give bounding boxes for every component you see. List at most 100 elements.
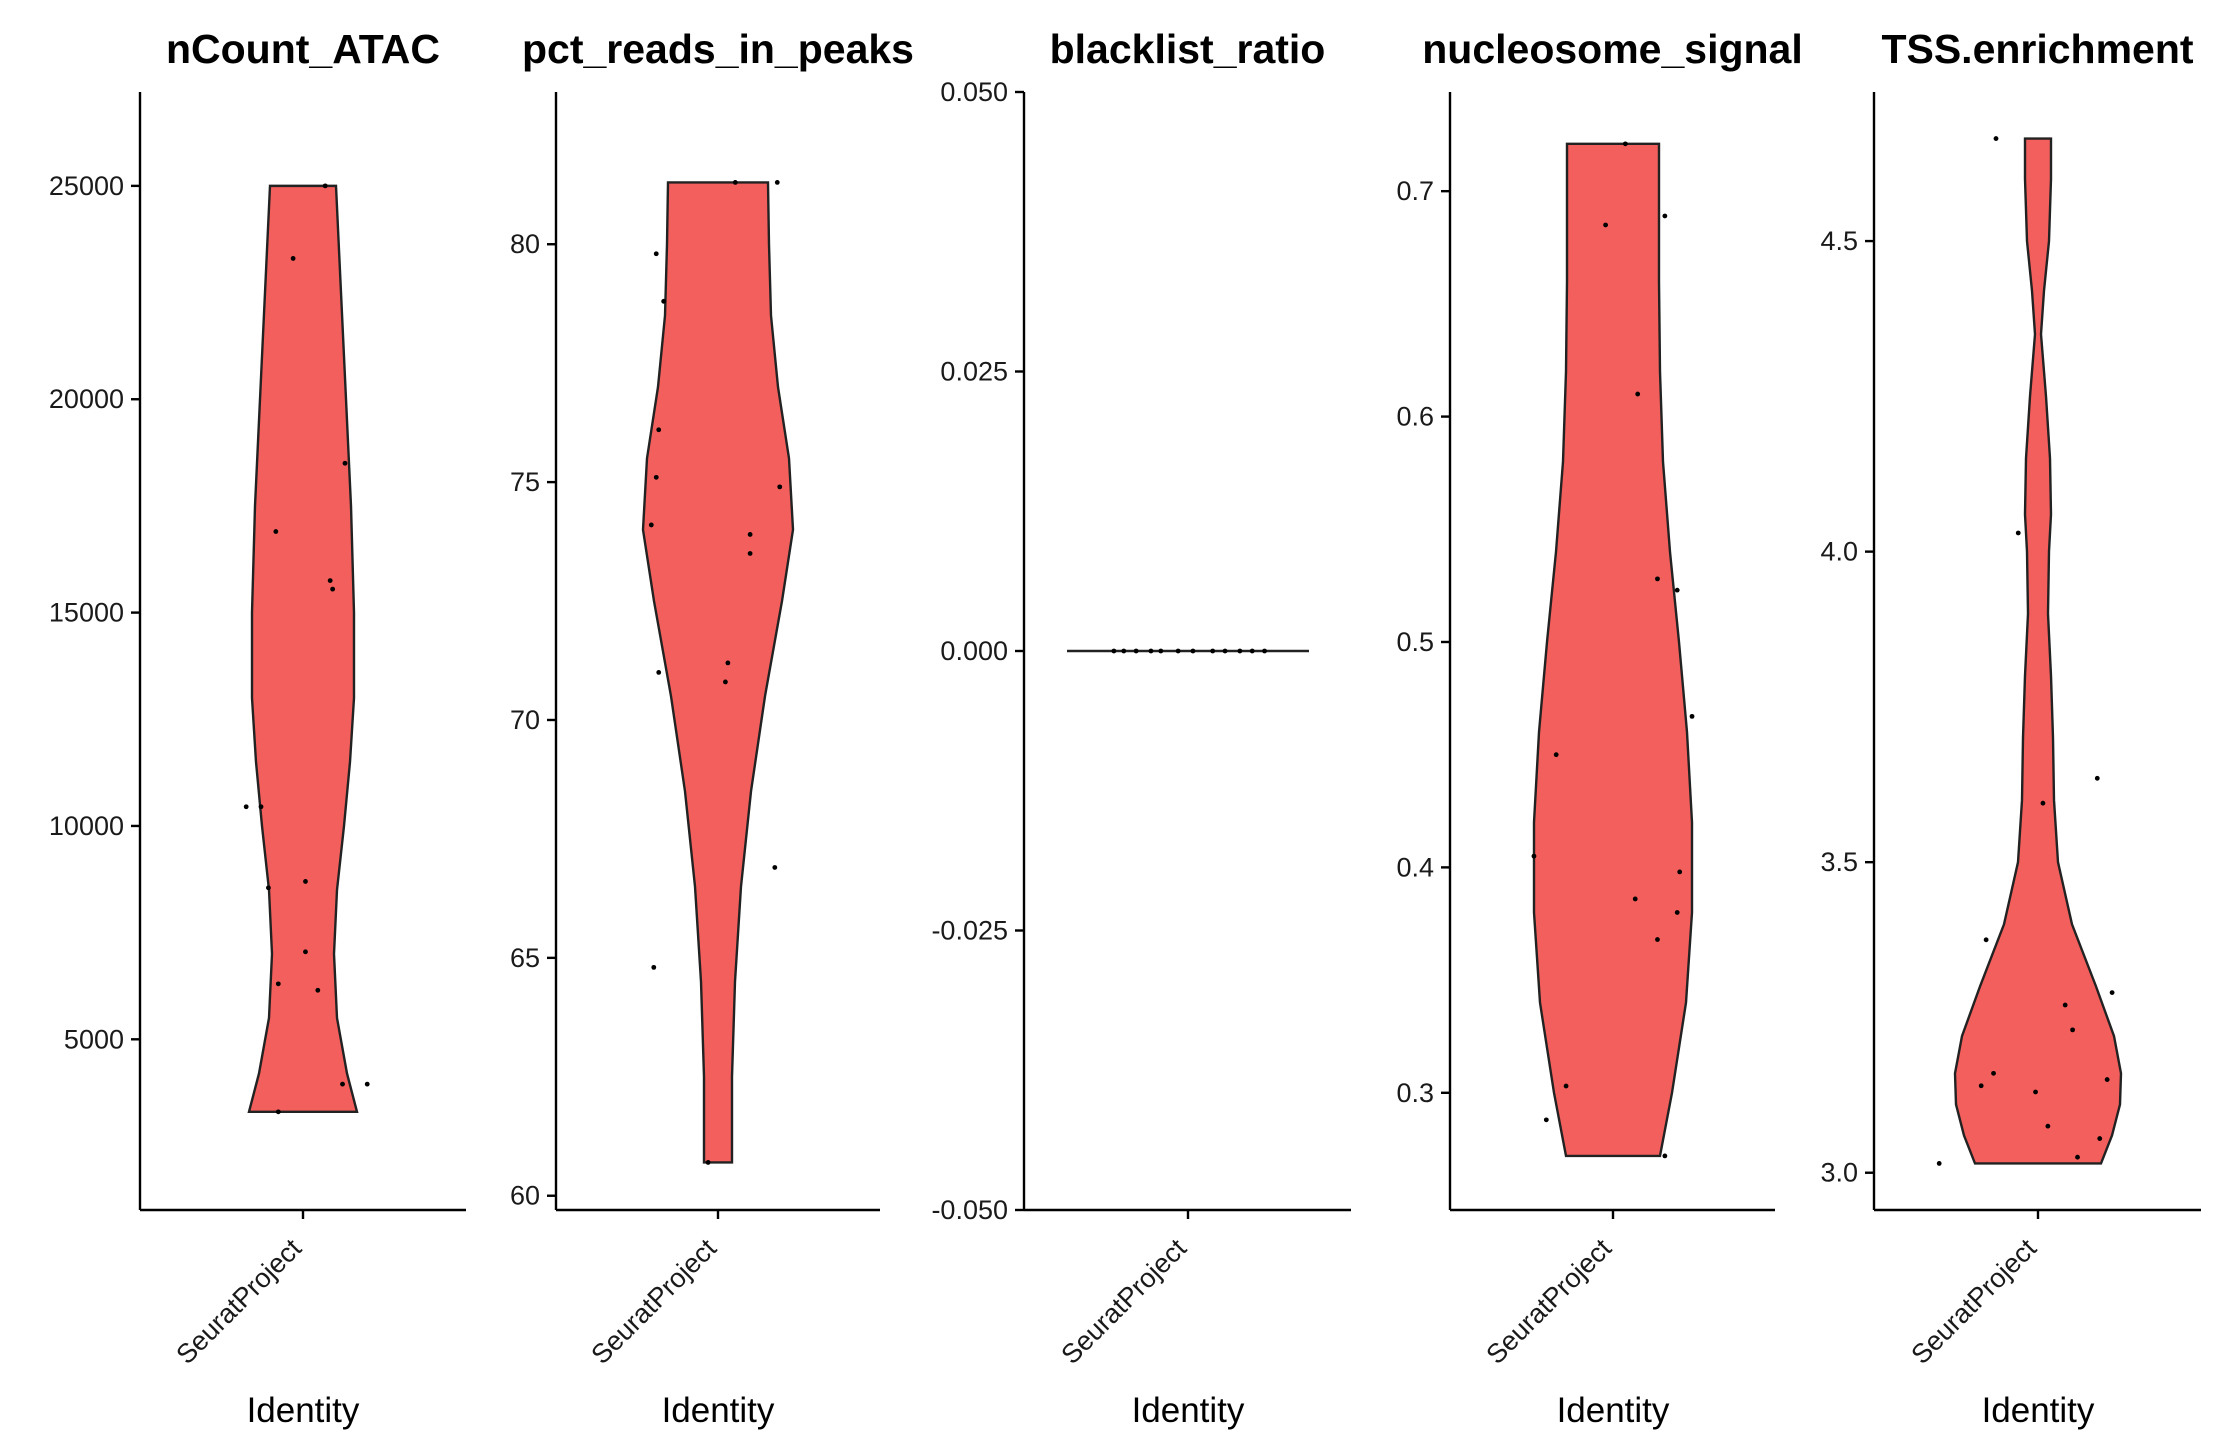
x-tick-label: SeuratProject — [170, 1233, 307, 1370]
data-point — [1677, 869, 1683, 875]
y-tick-label: 4.0 — [1820, 537, 1858, 567]
data-point — [290, 256, 296, 261]
data-point — [1190, 648, 1196, 654]
data-point — [1111, 648, 1117, 654]
y-tick-label: 0.4 — [1396, 852, 1434, 882]
y-tick-label: 0.6 — [1396, 402, 1434, 432]
data-point — [258, 804, 264, 810]
x-axis-label: Identity — [662, 1391, 775, 1430]
data-point — [777, 484, 783, 490]
data-point — [1674, 587, 1680, 593]
data-point — [653, 251, 659, 257]
data-point — [1148, 648, 1154, 654]
data-point — [1175, 648, 1181, 654]
data-point — [327, 578, 333, 583]
data-point — [2070, 1027, 2075, 1033]
violin-shape — [1953, 137, 2123, 1165]
data-point — [1655, 937, 1660, 942]
y-tick-label: 0.5 — [1396, 627, 1434, 657]
data-point — [1158, 648, 1164, 654]
data-point — [2097, 1136, 2103, 1141]
data-point — [1531, 853, 1537, 859]
y-tick-label: 70 — [510, 705, 540, 735]
data-point — [2075, 1154, 2080, 1160]
data-point — [772, 865, 778, 870]
panel-title: nCount_ATAC — [166, 26, 440, 72]
x-axis-label: Identity — [1982, 1391, 2095, 1430]
data-point — [1262, 648, 1267, 654]
data-point — [1936, 1161, 1942, 1166]
y-tick-label: 65 — [510, 943, 540, 973]
data-point — [1553, 752, 1559, 758]
y-tick-label: 0.025 — [940, 357, 1008, 387]
data-point — [342, 460, 348, 466]
violin-shape — [247, 184, 359, 1114]
panel-title: TSS.enrichment — [1881, 26, 2193, 72]
data-point — [747, 532, 753, 537]
panel-title: pct_reads_in_peaks — [522, 26, 914, 72]
data-point — [315, 987, 321, 993]
data-point — [303, 949, 308, 955]
data-point — [1121, 648, 1127, 654]
data-point — [364, 1081, 370, 1087]
violin-shape — [641, 181, 795, 1164]
y-tick-label: 4.5 — [1820, 226, 1858, 256]
y-tick-label: 25000 — [49, 171, 124, 201]
violin-shape — [1532, 142, 1694, 1158]
data-point — [2062, 1002, 2068, 1008]
data-point — [732, 179, 738, 185]
data-point — [648, 522, 654, 528]
data-point — [322, 183, 328, 189]
data-point — [275, 981, 281, 987]
x-tick-label: SeuratProject — [1055, 1233, 1192, 1370]
data-point — [1563, 1083, 1569, 1089]
data-point — [1210, 648, 1216, 654]
data-point — [651, 964, 657, 970]
data-point — [774, 179, 780, 185]
y-tick-label: 80 — [510, 229, 540, 259]
y-tick-label: 20000 — [49, 384, 124, 414]
y-tick-label: 15000 — [49, 598, 124, 628]
data-point — [1978, 1083, 1984, 1089]
data-point — [1655, 576, 1660, 582]
data-point — [1133, 648, 1139, 654]
data-point — [725, 660, 731, 666]
data-point — [275, 1109, 281, 1115]
data-point — [2040, 800, 2046, 806]
y-tick-label: 5000 — [64, 1024, 124, 1054]
data-point — [1237, 648, 1243, 654]
data-point — [2033, 1089, 2038, 1095]
y-tick-label: 0.7 — [1396, 176, 1434, 206]
data-point — [656, 670, 662, 675]
data-point — [1662, 213, 1668, 219]
data-point — [1662, 1153, 1668, 1159]
x-tick-label: SeuratProject — [585, 1233, 722, 1370]
x-axis-label: Identity — [247, 1391, 360, 1430]
data-point — [705, 1160, 711, 1165]
data-point — [1993, 136, 1999, 141]
panel-title: blacklist_ratio — [1050, 26, 1326, 72]
data-point — [266, 885, 271, 891]
y-tick-label: -0.025 — [931, 916, 1008, 946]
data-point — [656, 427, 662, 433]
y-tick-label: 0.000 — [940, 636, 1008, 666]
data-point — [1543, 1117, 1549, 1123]
data-point — [1249, 648, 1255, 654]
data-point — [1689, 713, 1695, 719]
data-point — [303, 879, 308, 884]
y-tick-label: 3.5 — [1820, 847, 1858, 877]
x-axis-label: Identity — [1557, 1391, 1670, 1430]
data-point — [2045, 1123, 2051, 1129]
x-tick-label: SeuratProject — [1480, 1233, 1617, 1370]
data-point — [1632, 896, 1638, 902]
x-axis-label: Identity — [1132, 1391, 1245, 1430]
data-point — [2094, 775, 2100, 781]
x-tick-label: SeuratProject — [1905, 1233, 2042, 1370]
data-point — [1674, 910, 1680, 915]
y-tick-label: 10000 — [49, 811, 124, 841]
y-tick-label: 0.050 — [940, 77, 1008, 107]
data-point — [723, 679, 728, 685]
data-point — [2109, 990, 2115, 996]
data-point — [1991, 1070, 1996, 1076]
